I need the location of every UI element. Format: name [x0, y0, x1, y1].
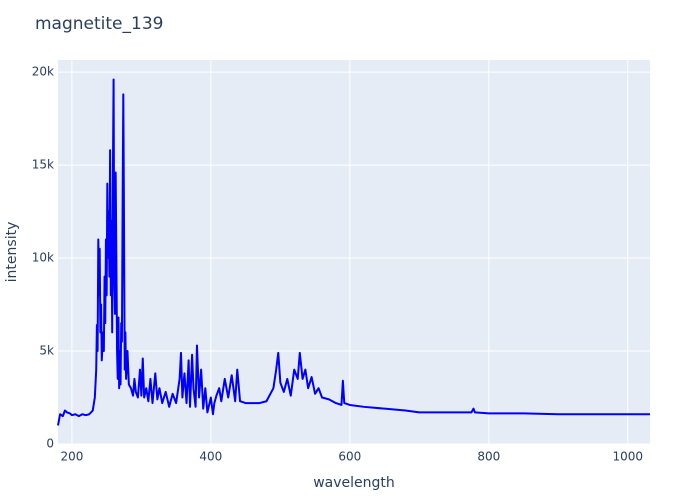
x-axis-title: wavelength — [313, 475, 395, 491]
line — [57, 78, 650, 426]
x-tick-label: 200 — [60, 450, 83, 464]
y-tick-label: 20k — [32, 65, 54, 79]
x-tick-label: 600 — [338, 450, 361, 464]
x-tick-label: 1000 — [612, 450, 643, 464]
x-tick-label: 800 — [477, 450, 500, 464]
y-tick-label: 10k — [32, 251, 54, 265]
y-tick-label: 5k — [39, 344, 54, 358]
y-tick-label: 0 — [46, 437, 54, 451]
chart-title: magnetite_139 — [35, 14, 163, 34]
y-axis-title: intensity — [4, 222, 20, 283]
y-tick-label: 15k — [32, 158, 54, 172]
plot-area — [58, 60, 650, 444]
x-tick-label: 400 — [199, 450, 222, 464]
